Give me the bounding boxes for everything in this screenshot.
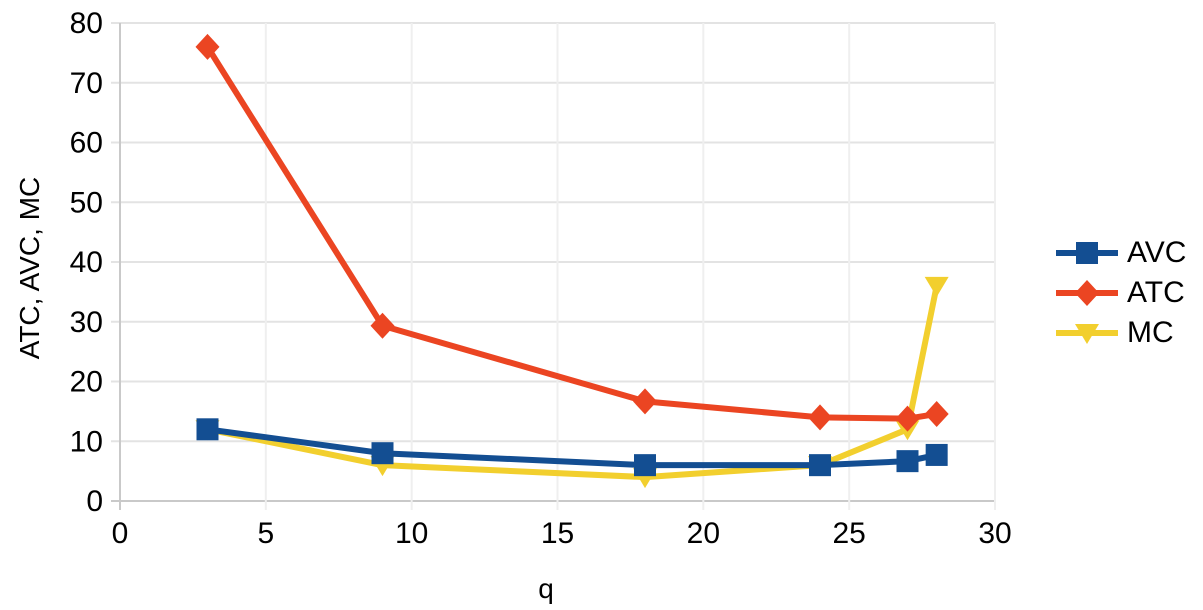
y-tick-label: 60 (70, 127, 103, 160)
legend-label-mc: MC (1127, 316, 1174, 349)
y-tick-label: 80 (70, 7, 103, 40)
gridlines (111, 22, 996, 510)
avc-legend-marker-icon (1056, 242, 1118, 264)
avc-point-marker (896, 450, 919, 473)
y-tick-label: 10 (70, 425, 103, 458)
atc-legend-marker-icon (1056, 280, 1118, 306)
series-atc (195, 33, 949, 432)
y-tick-label: 20 (70, 366, 103, 399)
legend-label-avc: AVC (1127, 236, 1187, 269)
x-tick-label: 20 (687, 517, 720, 550)
avc-point-marker (634, 454, 656, 477)
y-tick-label: 70 (70, 67, 103, 100)
avc-point-marker (809, 454, 831, 477)
x-tick-label: 10 (395, 517, 428, 550)
y-axis-title: ATC, AVC, MC (14, 176, 45, 360)
y-tick-label: 30 (70, 306, 103, 339)
atc-point-marker (195, 33, 220, 60)
atc-point-marker (633, 388, 657, 415)
legend-item-avc: AVC (1056, 236, 1186, 270)
legend-item-mc: MC (1056, 316, 1186, 350)
mc-legend-marker-icon (1056, 324, 1118, 344)
tick-labels: 0 10 20 30 40 50 60 70 80 0 5 10 15 20 25 30 (70, 7, 1012, 550)
y-tick-label: 50 (70, 186, 103, 219)
atc-point-marker (370, 312, 395, 339)
y-tick-label: 0 (86, 485, 103, 518)
atc-point-marker (895, 405, 920, 432)
avc-point-marker (925, 443, 948, 466)
x-tick-label: 15 (541, 517, 574, 550)
atc-line (204, 43, 940, 422)
avc-point-marker (196, 418, 219, 441)
atc-point-marker (808, 404, 832, 431)
mc-point-marker (924, 276, 949, 297)
mc-line (204, 282, 940, 481)
legend: AVC ATC MC (1056, 236, 1186, 350)
avc-legend-symbol (1076, 242, 1098, 264)
atc-point-marker (924, 400, 949, 427)
x-tick-label: 25 (832, 517, 865, 550)
legend-label-atc: ATC (1127, 276, 1185, 309)
atc-legend-symbol (1075, 280, 1099, 306)
series-avc (196, 418, 948, 477)
x-tick-label: 30 (978, 517, 1011, 550)
mc-legend-symbol (1075, 324, 1099, 344)
x-tick-label: 0 (112, 517, 129, 550)
avc-point-marker (371, 442, 394, 465)
y-tick-label: 40 (70, 246, 103, 279)
legend-item-atc: ATC (1056, 276, 1186, 310)
x-axis-title: q (538, 573, 554, 604)
x-tick-label: 5 (257, 517, 274, 550)
